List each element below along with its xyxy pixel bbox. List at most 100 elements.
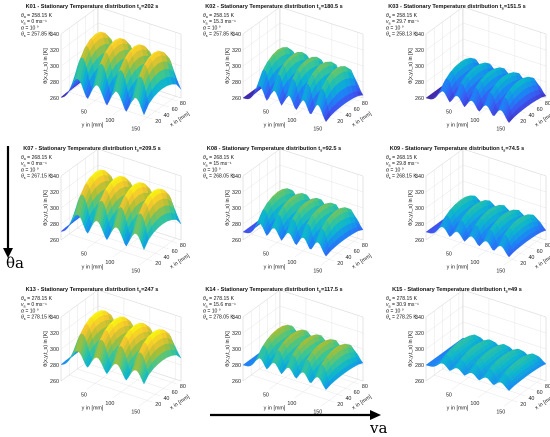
z-tick-label: 320: [232, 190, 241, 196]
parameter-annotations: θa = 278.15 Kva = 15.6 ms⁻¹α = 10 °θs = …: [203, 296, 236, 321]
panel-title: K03 - Stationary Temperature distributio…: [388, 4, 526, 11]
panel-title: K09 - Stationary Temperature distributio…: [390, 146, 524, 153]
parameter-line: θa = 258.15 K: [21, 13, 53, 19]
y-axis-label: y in [mm]: [447, 123, 469, 129]
x-tick-label: 60: [537, 249, 543, 255]
z-tick-label: 340: [415, 174, 424, 180]
panel-title: K08 - Stationary Temperature distributio…: [207, 146, 341, 153]
y-axis-label: y in [mm]: [82, 406, 104, 412]
parameter-line: θa = 258.15 K: [203, 13, 235, 19]
parameter-line: α = 10 °: [203, 25, 221, 31]
y-tick-label: 50: [263, 109, 269, 115]
panel-title: K13 - Stationary Temperature distributio…: [26, 287, 159, 294]
y-tick-label: 150: [131, 268, 140, 274]
x-tick-label: 80: [545, 243, 550, 249]
parameter-line: va = 15.3 ms⁻¹: [203, 19, 236, 25]
parameter-annotations: θa = 268.15 Kva = 15 ms⁻¹α = 10 °θs = 26…: [203, 155, 235, 180]
z-tick-label: 300: [415, 206, 424, 212]
z-axis-label: θ(x,y,t_s) in [K]: [408, 190, 414, 226]
x-tick-label: 20: [155, 402, 161, 408]
z-axis-label: θ(x,y,t_s) in [K]: [43, 190, 49, 226]
parameter-annotations: θa = 278.15 Kva = 0 ms⁻¹α = 10 °θs = 278…: [21, 296, 53, 321]
panel-title: K01 - Stationary Temperature distributio…: [26, 4, 159, 11]
parameter-line: θs = 268.05 K: [203, 174, 234, 180]
y-tick-label: 100: [470, 118, 479, 124]
z-tick-label: 280: [50, 363, 59, 369]
parameter-line: α = 10 °: [386, 308, 404, 314]
theta-a-label: θa: [6, 254, 24, 272]
z-tick-label: 340: [415, 315, 424, 321]
parameter-line: va = 29.8 ms⁻¹: [386, 161, 419, 167]
parameter-line: α = 10 °: [386, 25, 404, 31]
y-axis-label: y in [mm]: [264, 265, 286, 271]
y-axis-label: y in [mm]: [82, 265, 104, 271]
z-tick-label: 260: [415, 96, 424, 102]
x-axis-label: x in [mm]: [169, 111, 191, 128]
x-tick-label: 40: [163, 255, 169, 261]
y-tick-label: 150: [496, 268, 505, 274]
x-axis-label: x in [mm]: [351, 253, 373, 270]
y-tick-label: 50: [263, 251, 269, 257]
parameter-line: θs = 257.85 K: [203, 32, 234, 38]
z-tick-label: 260: [232, 96, 241, 102]
parameter-line: θs = 257.85 K: [21, 32, 52, 38]
z-tick-label: 340: [232, 315, 241, 321]
z-tick-label: 280: [232, 363, 241, 369]
x-tick-label: 80: [362, 243, 368, 249]
temperature-surface: [425, 334, 547, 391]
y-tick-label: 100: [470, 401, 479, 407]
y-tick-label: 100: [105, 401, 114, 407]
y-tick-label: 50: [446, 109, 452, 115]
temperature-surface: [60, 31, 182, 116]
temperature-surface: [425, 195, 547, 258]
z-tick-label: 300: [232, 347, 241, 353]
z-tick-label: 300: [50, 206, 59, 212]
parameter-line: θa = 268.15 K: [386, 155, 418, 161]
y-axis-label: y in [mm]: [447, 406, 469, 412]
z-tick-label: 340: [50, 315, 59, 321]
x-axis-label: x in [mm]: [534, 394, 550, 411]
parameter-annotations: θa = 268.15 Kva = 0 ms⁻¹α = 10 °θs = 267…: [21, 155, 53, 180]
x-tick-label: 40: [345, 255, 351, 261]
y-tick-label: 50: [81, 251, 87, 257]
x-axis-label: x in [mm]: [169, 394, 191, 411]
x-axis-label: x in [mm]: [534, 253, 550, 270]
temperature-surface: [60, 310, 182, 385]
z-tick-label: 280: [50, 80, 59, 86]
z-tick-label: 320: [50, 190, 59, 196]
y-tick-label: 100: [105, 118, 114, 124]
z-tick-label: 300: [415, 64, 424, 70]
parameter-line: θs = 278.05 K: [203, 315, 234, 321]
parameter-line: va = 15.6 ms⁻¹: [203, 302, 236, 308]
x-tick-label: 80: [545, 384, 550, 390]
y-tick-label: 100: [470, 260, 479, 266]
z-tick-label: 300: [50, 64, 59, 70]
v-a-arrow: va: [210, 410, 387, 437]
parameter-line: θs = 258.13 K: [386, 32, 417, 38]
x-tick-label: 80: [180, 101, 186, 107]
panel-title: K07 - Stationary Temperature distributio…: [23, 146, 161, 153]
parameter-line: θa = 278.15 K: [386, 296, 418, 302]
z-tick-label: 320: [415, 331, 424, 337]
y-axis-label: y in [mm]: [264, 406, 286, 412]
x-tick-label: 80: [362, 384, 368, 390]
z-tick-label: 340: [232, 32, 241, 38]
y-tick-label: 150: [313, 409, 322, 415]
z-tick-label: 260: [50, 379, 59, 385]
parameter-annotations: θa = 258.15 Kva = 29.7 ms⁻¹α = 10 °θs = …: [386, 13, 419, 38]
v-a-label: va: [369, 419, 387, 437]
x-tick-label: 60: [354, 249, 360, 255]
parameter-line: va = 0 ms⁻¹: [21, 19, 47, 25]
x-tick-label: 20: [520, 402, 526, 408]
parameter-line: α = 10 °: [203, 308, 221, 314]
z-tick-label: 260: [232, 238, 241, 244]
x-tick-label: 20: [520, 119, 526, 125]
parameter-line: va = 29.7 ms⁻¹: [386, 19, 419, 25]
